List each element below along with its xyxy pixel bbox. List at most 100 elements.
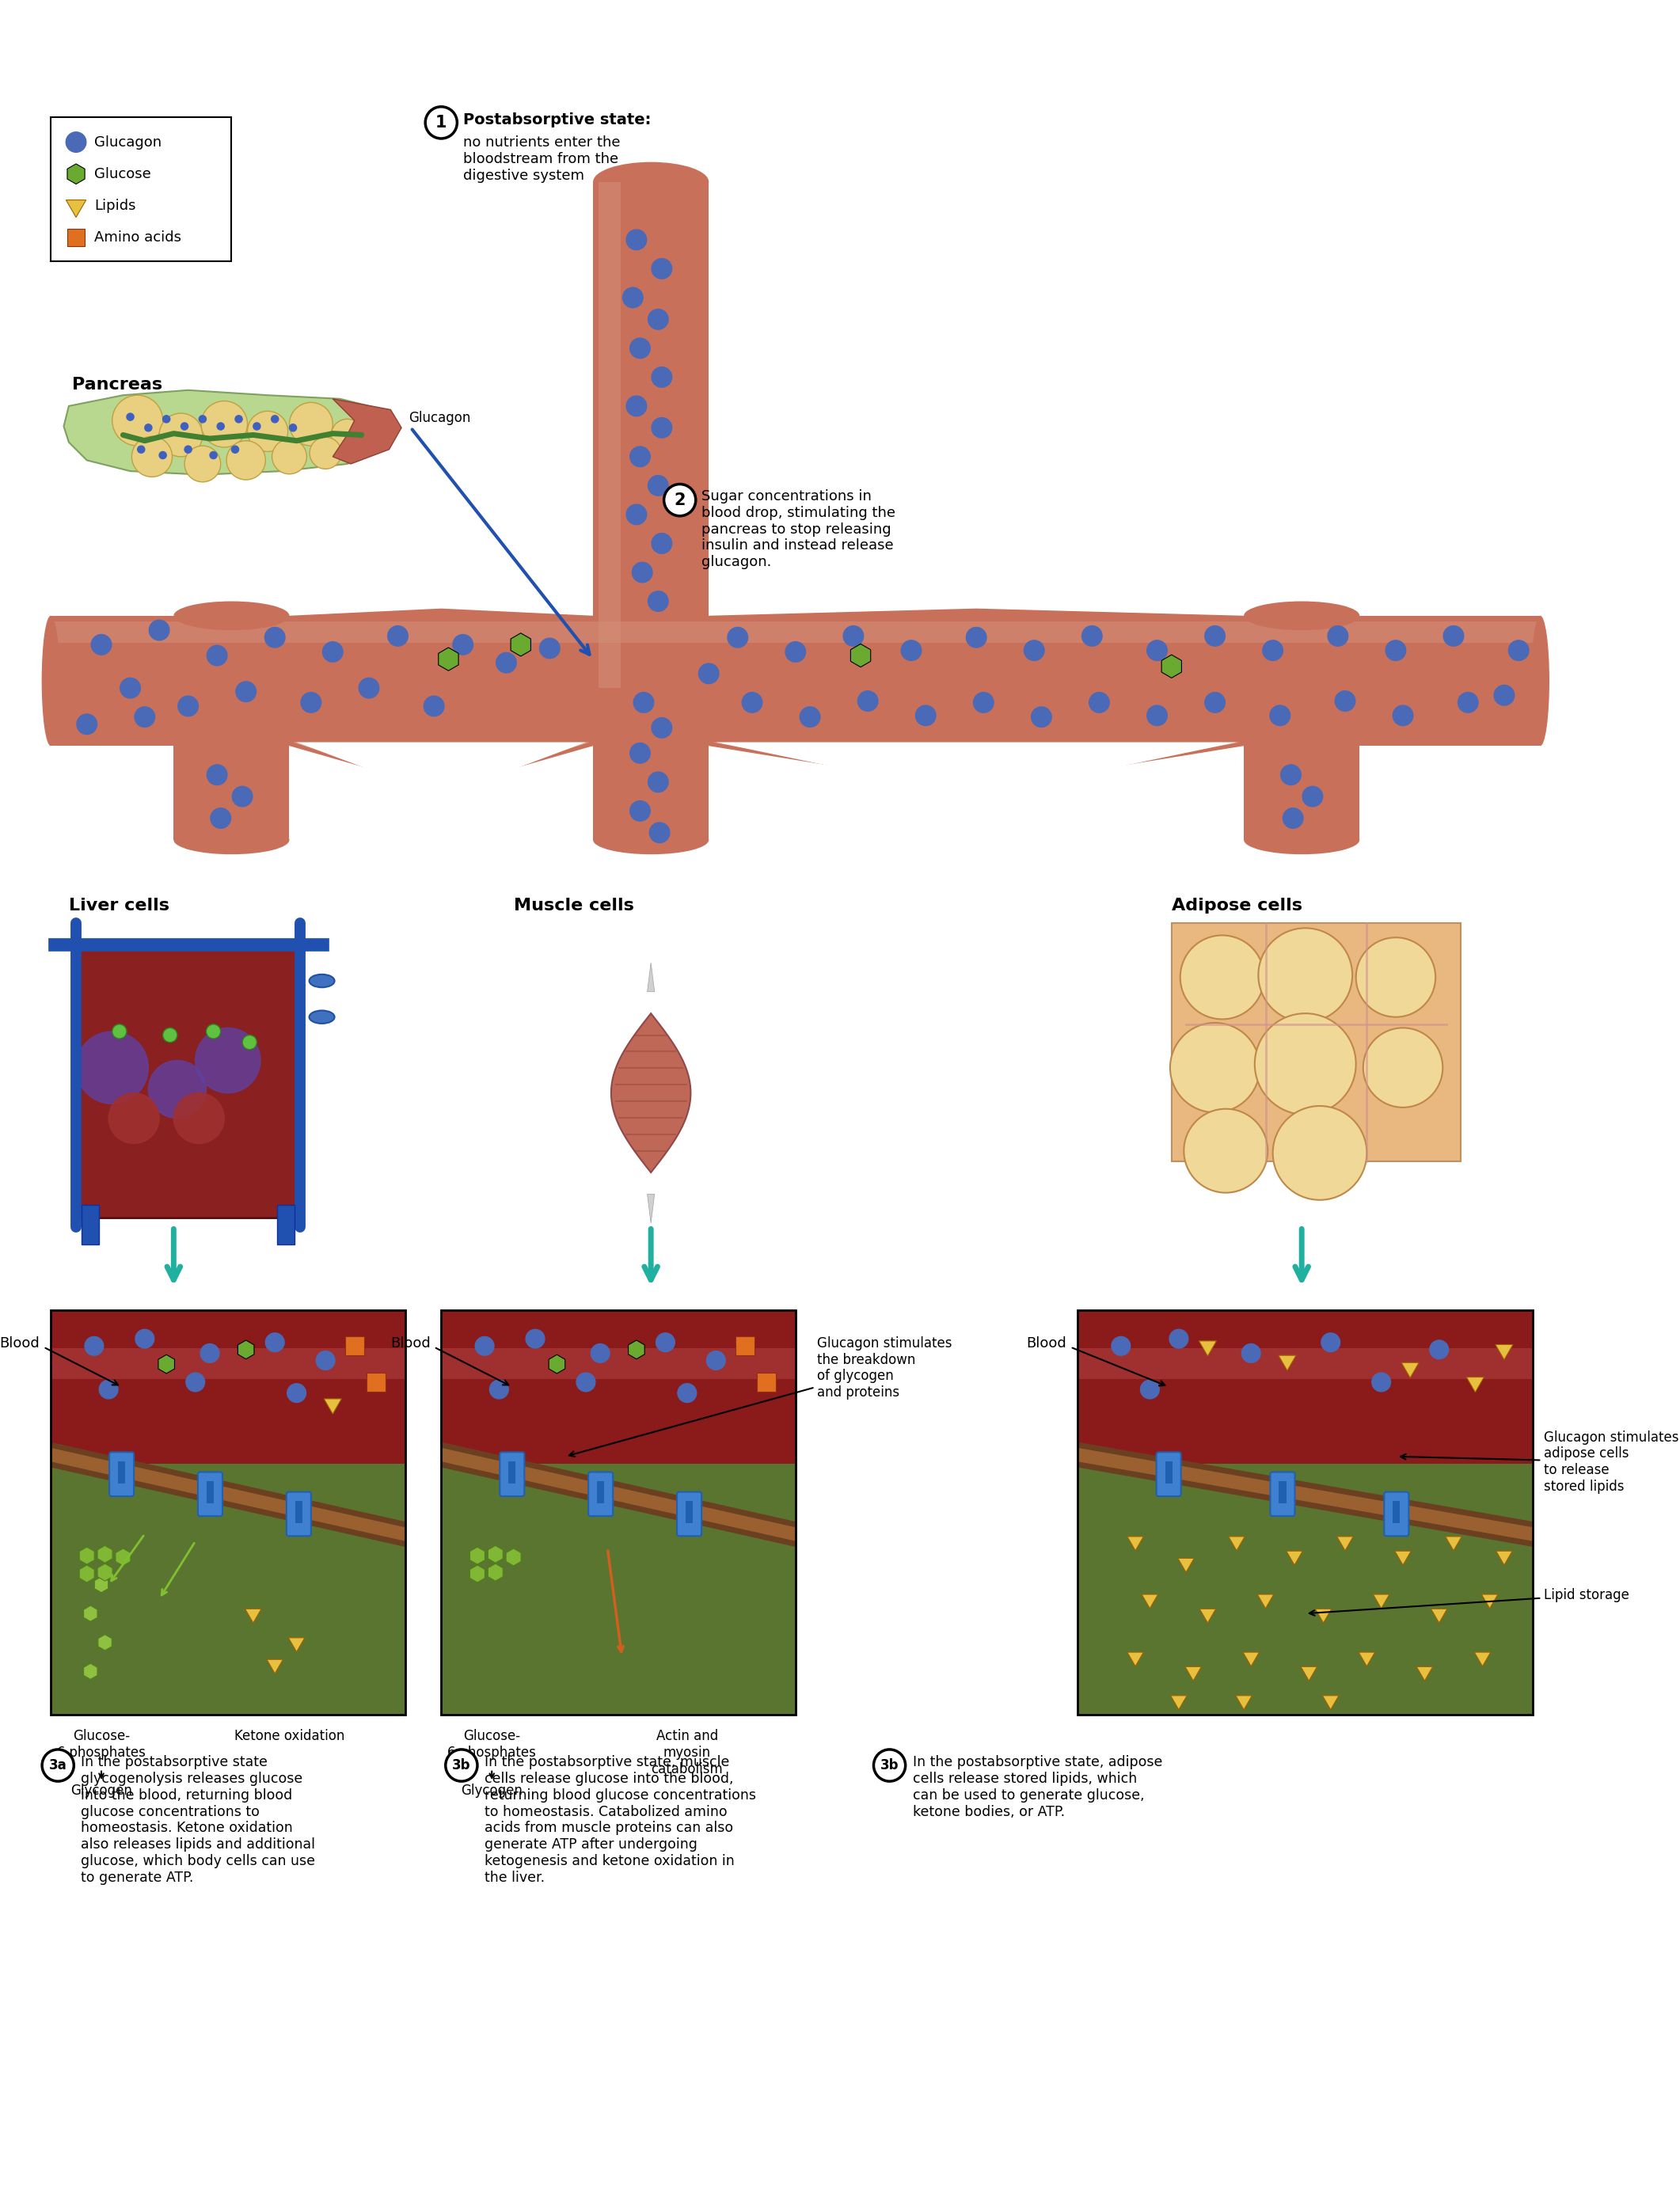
Ellipse shape [309, 975, 334, 988]
Bar [1278, 1482, 1287, 1502]
Circle shape [576, 1372, 595, 1392]
Ellipse shape [1530, 615, 1549, 747]
Polygon shape [1431, 1610, 1446, 1623]
Polygon shape [64, 391, 398, 474]
Circle shape [138, 446, 144, 452]
Bar [50, 615, 1541, 747]
Polygon shape [612, 1012, 690, 1173]
Circle shape [445, 1750, 477, 1781]
Circle shape [652, 718, 672, 738]
Circle shape [623, 288, 643, 307]
Circle shape [217, 422, 223, 430]
Circle shape [1032, 707, 1052, 727]
Circle shape [331, 419, 363, 450]
Polygon shape [324, 1399, 341, 1414]
Text: 1: 1 [435, 114, 447, 130]
Circle shape [77, 714, 97, 733]
Text: Lipid storage: Lipid storage [1309, 1588, 1630, 1616]
Text: Glucose-
6-phosphates: Glucose- 6-phosphates [57, 1728, 146, 1759]
Circle shape [1336, 692, 1356, 712]
Circle shape [652, 367, 672, 386]
Circle shape [207, 764, 227, 784]
FancyBboxPatch shape [1270, 1471, 1295, 1515]
Circle shape [1393, 705, 1413, 725]
Polygon shape [511, 632, 531, 657]
Text: Actin and
myosin
catabolism: Actin and myosin catabolism [652, 1728, 722, 1777]
Circle shape [1320, 1333, 1341, 1353]
Polygon shape [1467, 1377, 1483, 1392]
Circle shape [973, 692, 993, 714]
Polygon shape [1475, 1651, 1490, 1667]
Circle shape [800, 707, 820, 727]
FancyBboxPatch shape [1384, 1491, 1410, 1535]
Circle shape [1258, 929, 1352, 1021]
Circle shape [1443, 626, 1463, 646]
Circle shape [1280, 764, 1300, 784]
Circle shape [632, 562, 652, 582]
Circle shape [200, 1344, 218, 1364]
Circle shape [1025, 641, 1045, 661]
Polygon shape [850, 643, 870, 668]
Bar [366, 1372, 385, 1392]
FancyBboxPatch shape [1156, 1452, 1181, 1495]
Circle shape [265, 1333, 284, 1353]
Polygon shape [1359, 1651, 1374, 1667]
Polygon shape [289, 1638, 304, 1651]
Polygon shape [1416, 1667, 1433, 1680]
Bar [598, 182, 620, 687]
Circle shape [475, 1337, 494, 1355]
Polygon shape [470, 1546, 486, 1564]
Ellipse shape [1243, 826, 1359, 854]
Polygon shape [1077, 1447, 1534, 1542]
Text: In the postabsorptive state, adipose
cells release stored lipids, which
can be u: In the postabsorptive state, adipose cel… [912, 1755, 1163, 1818]
Polygon shape [97, 1564, 113, 1581]
Circle shape [232, 446, 239, 452]
Circle shape [198, 415, 207, 422]
Circle shape [1494, 685, 1514, 705]
Polygon shape [628, 1340, 645, 1359]
Circle shape [202, 402, 247, 448]
Polygon shape [1243, 1651, 1260, 1667]
Circle shape [109, 1094, 160, 1144]
Text: 2: 2 [674, 492, 685, 507]
Bar [82, 1206, 99, 1245]
Polygon shape [1127, 1651, 1144, 1667]
Polygon shape [1161, 654, 1181, 679]
Circle shape [1205, 692, 1225, 714]
Circle shape [360, 679, 380, 698]
Circle shape [652, 259, 672, 279]
Circle shape [178, 696, 198, 716]
Circle shape [388, 626, 408, 646]
Circle shape [1147, 705, 1168, 725]
Circle shape [1373, 1372, 1391, 1392]
Circle shape [185, 446, 192, 452]
Polygon shape [97, 1634, 113, 1651]
Circle shape [916, 705, 936, 725]
Bar [50, 1465, 405, 1715]
Polygon shape [712, 742, 1240, 788]
Bar [593, 182, 709, 687]
Text: 3b: 3b [880, 1759, 899, 1772]
Bar [1077, 1309, 1534, 1465]
Circle shape [160, 452, 166, 459]
Circle shape [316, 1351, 334, 1370]
Circle shape [265, 628, 286, 648]
Bar [442, 1309, 796, 1465]
Circle shape [301, 692, 321, 714]
Ellipse shape [309, 1010, 334, 1023]
Circle shape [91, 635, 111, 654]
Circle shape [1181, 935, 1263, 1019]
Polygon shape [1373, 1594, 1389, 1607]
Circle shape [727, 628, 748, 648]
Polygon shape [487, 1546, 502, 1564]
Polygon shape [647, 962, 655, 993]
Circle shape [1112, 1337, 1131, 1355]
Circle shape [1169, 1329, 1188, 1348]
Circle shape [1205, 626, 1225, 646]
Text: In the postabsorptive state, muscle
cells release glucose into the blood,
return: In the postabsorptive state, muscle cell… [484, 1755, 756, 1884]
Circle shape [195, 1028, 260, 1094]
Polygon shape [292, 742, 590, 788]
Text: Ketone oxidation: Ketone oxidation [234, 1728, 344, 1744]
Ellipse shape [593, 826, 709, 854]
Bar [758, 1372, 776, 1392]
